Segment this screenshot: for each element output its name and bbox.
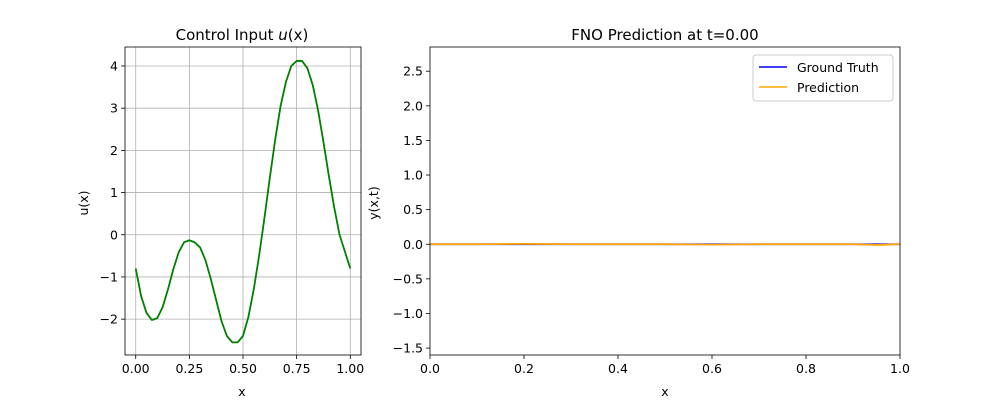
control-input-chart: 0.00 0.25 0.50 0.75 1.00 −2 −1 0 1 2 3 4 Control I… (76, 26, 364, 399)
legend-label-prediction: Prediction (797, 80, 859, 95)
fno-prediction-y-ticks: −1.5 −1.0 −0.5 0.0 0.5 1.0 1.5 2.0 2.5 (393, 64, 430, 356)
control-input-title: Control Input u(x) (176, 26, 309, 44)
control-input-title-suffix: (x) (288, 26, 309, 44)
fno-prediction-axes-frame (429, 46, 901, 356)
series-line-control-input (134, 60, 352, 344)
x-tick-label-5: 1.0 (890, 361, 910, 376)
x-tick-label-3: 0.6 (702, 361, 722, 376)
control-input-title-prefix: Control Input (176, 26, 279, 44)
control-input-y-axis-label: u(x) (76, 190, 91, 215)
fno-prediction-series (430, 243, 901, 246)
y-tick-label-2: −0.5 (393, 271, 423, 286)
control-input-series (134, 60, 352, 344)
x-tick-label-3: 0.75 (283, 361, 311, 376)
y-tick-label-1: −1.0 (393, 306, 423, 321)
fno-prediction-chart: 0.0 0.2 0.4 0.6 0.8 1.0 −1.5 −1.0 −0.5 0.0 0.5 1.0… (366, 26, 910, 399)
x-tick-label-4: 1.00 (336, 361, 364, 376)
y-tick-label-5: 1.0 (403, 168, 423, 183)
x-tick-label-2: 0.4 (608, 361, 628, 376)
x-tick-label-4: 0.8 (796, 361, 816, 376)
legend-box (752, 54, 894, 102)
x-tick-label-0: 0.0 (420, 361, 440, 376)
x-tick-label-2: 0.50 (229, 361, 257, 376)
y-tick-label-3: 1 (110, 185, 118, 200)
y-tick-label-0: −1.5 (393, 341, 423, 356)
fno-prediction-legend: Ground Truth Prediction (752, 54, 894, 102)
fno-prediction-x-ticks: 0.0 0.2 0.4 0.6 0.8 1.0 (420, 355, 910, 376)
x-tick-label-1: 0.25 (175, 361, 203, 376)
y-tick-label-0: −2 (100, 312, 118, 327)
series-line-prediction (430, 243, 901, 246)
control-input-x-ticks: 0.00 0.25 0.50 0.75 1.00 (122, 355, 364, 376)
y-tick-label-1: −1 (100, 269, 118, 284)
fno-prediction-x-axis-label: x (661, 384, 668, 399)
control-input-grid (125, 47, 361, 355)
control-input-title-var: u (278, 26, 288, 44)
fno-prediction-y-axis-label: y(x,t) (366, 186, 381, 219)
y-tick-label-8: 2.5 (403, 64, 423, 79)
x-tick-label-1: 0.2 (514, 361, 534, 376)
control-input-x-axis-label: x (238, 384, 245, 399)
y-tick-label-4: 2 (110, 143, 118, 158)
y-tick-label-2: 0 (110, 227, 118, 242)
control-input-y-ticks: −2 −1 0 1 2 3 4 (100, 58, 125, 327)
y-tick-label-3: 0.0 (403, 237, 423, 252)
y-tick-label-7: 2.0 (403, 98, 423, 113)
x-tick-label-0: 0.00 (122, 361, 150, 376)
legend-label-ground-truth: Ground Truth (797, 60, 879, 75)
y-tick-label-4: 0.5 (403, 202, 423, 217)
y-tick-label-5: 3 (110, 101, 118, 116)
fno-prediction-title: FNO Prediction at t=0.00 (571, 26, 758, 44)
y-tick-label-6: 4 (110, 58, 118, 73)
y-tick-label-6: 1.5 (403, 133, 423, 148)
